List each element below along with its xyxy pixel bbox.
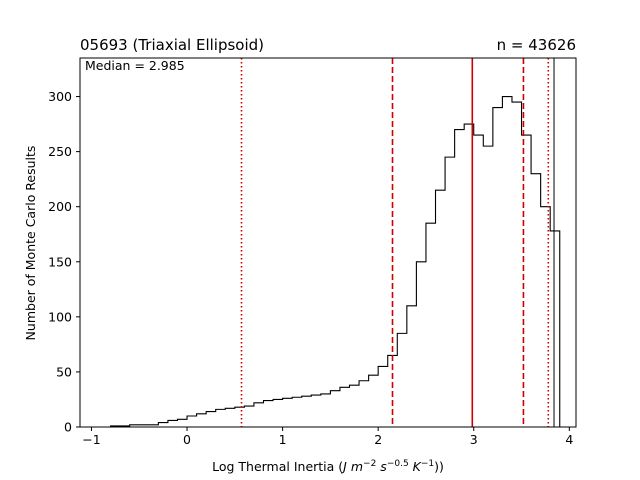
y-axis-label: Number of Monte Carlo Results [23,146,38,341]
x-tick-label: 0 [183,432,191,447]
y-tick-label: 200 [48,199,72,214]
plot-frame [79,57,577,428]
chart-title-right: n = 43626 [497,36,576,54]
x-tick-label: 1 [279,432,287,447]
x-axis-ticks: −1 0 1 2 3 4 [82,427,573,447]
histogram-series [101,96,561,428]
reference-lines [240,58,555,427]
x-tick-label: −1 [82,432,100,447]
x-axis-label: Log Thermal Inertia (J m−2 s−0.5 K−1)) [212,459,444,474]
y-tick-label: 250 [48,144,72,159]
y-tick-label: 0 [64,420,72,435]
median-annotation: Median = 2.985 [85,58,185,73]
y-tick-label: 300 [48,89,72,104]
histogram-outline [101,96,561,428]
x-tick-label: 4 [565,432,573,447]
y-tick-label: 150 [48,254,72,269]
y-tick-label: 50 [56,364,72,379]
y-axis-ticks: 0 50 100 150 200 250 300 [48,89,80,435]
x-tick-label: 3 [470,432,478,447]
plot-area [101,58,561,428]
chart-title-left: 05693 (Triaxial Ellipsoid) [80,36,264,54]
y-tick-label: 100 [48,309,72,324]
x-tick-label: 2 [374,432,382,447]
